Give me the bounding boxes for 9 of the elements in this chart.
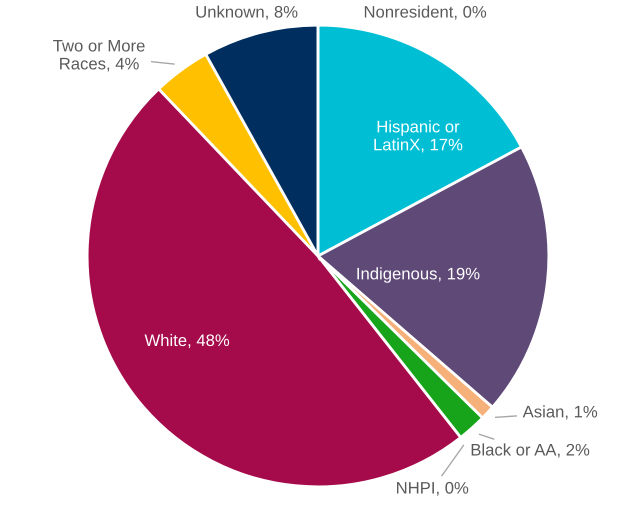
slice-label: Two or More Races, 4% [53,40,145,72]
slice-label: Asian, 1% [522,405,598,420]
slice-label: Unknown, 8% [196,5,298,20]
slice-label: White, 48% [144,334,230,348]
slice-label: Hispanic or LatinX, 17% [374,120,462,152]
category-label: Nonresident, 0% [364,5,486,20]
slice-label: Indigenous, 19% [357,267,480,283]
slice-label: Black or AA, 2% [472,443,590,458]
category-label: NHPI, 0% [397,482,468,496]
